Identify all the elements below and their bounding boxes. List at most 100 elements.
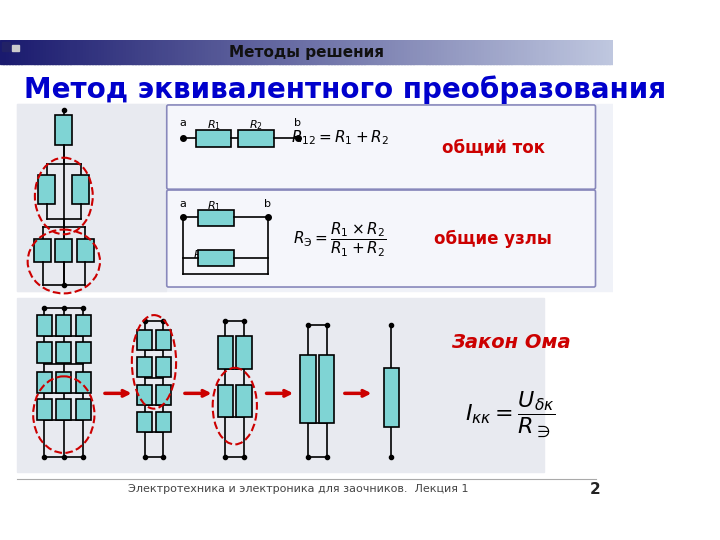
Text: $R_2$: $R_2$ bbox=[193, 248, 207, 262]
Bar bbox=[315, 40, 320, 64]
Bar bbox=[9, 40, 13, 64]
Bar bbox=[294, 40, 298, 64]
Bar bbox=[217, 336, 233, 369]
Bar bbox=[367, 40, 372, 64]
Bar bbox=[330, 40, 335, 64]
Bar bbox=[496, 40, 500, 64]
Bar bbox=[76, 239, 94, 262]
Bar bbox=[156, 329, 171, 350]
Bar bbox=[132, 40, 135, 64]
Bar bbox=[462, 40, 467, 64]
Bar bbox=[300, 355, 315, 423]
Bar bbox=[162, 40, 166, 64]
Bar bbox=[236, 40, 240, 64]
Bar bbox=[545, 40, 549, 64]
Bar bbox=[597, 40, 601, 64]
Bar bbox=[174, 40, 179, 64]
Bar bbox=[579, 40, 582, 64]
Bar bbox=[322, 40, 325, 64]
Bar bbox=[297, 40, 301, 64]
Bar bbox=[548, 40, 552, 64]
Bar bbox=[340, 40, 344, 64]
Bar bbox=[554, 40, 558, 64]
Bar bbox=[343, 40, 347, 64]
Bar bbox=[527, 40, 531, 64]
Bar bbox=[355, 40, 359, 64]
Bar bbox=[98, 40, 102, 64]
Bar bbox=[384, 368, 399, 427]
Text: a: a bbox=[179, 118, 186, 128]
Bar bbox=[279, 40, 283, 64]
Bar bbox=[137, 357, 152, 377]
Bar bbox=[257, 40, 261, 64]
Bar bbox=[1, 42, 10, 51]
Bar bbox=[55, 239, 72, 262]
Bar bbox=[435, 40, 438, 64]
Bar bbox=[487, 40, 491, 64]
Bar bbox=[312, 40, 316, 64]
Bar bbox=[233, 40, 237, 64]
Bar bbox=[503, 40, 506, 64]
Bar bbox=[135, 40, 139, 64]
Bar bbox=[386, 40, 390, 64]
Bar bbox=[288, 40, 292, 64]
Bar bbox=[603, 40, 607, 64]
Bar bbox=[318, 40, 323, 64]
Bar bbox=[364, 40, 369, 64]
Bar bbox=[56, 372, 71, 393]
Bar bbox=[454, 40, 457, 64]
Bar bbox=[245, 40, 249, 64]
Bar bbox=[129, 40, 132, 64]
Bar bbox=[383, 40, 387, 64]
FancyBboxPatch shape bbox=[167, 190, 595, 287]
Bar bbox=[83, 40, 86, 64]
Text: $R_2$: $R_2$ bbox=[249, 118, 263, 132]
Bar bbox=[86, 40, 90, 64]
Bar bbox=[530, 40, 534, 64]
Bar bbox=[24, 40, 28, 64]
Bar bbox=[208, 40, 212, 64]
Bar bbox=[178, 40, 181, 64]
Bar bbox=[138, 40, 142, 64]
Bar bbox=[441, 40, 445, 64]
Bar bbox=[447, 40, 451, 64]
Bar bbox=[230, 40, 233, 64]
Bar bbox=[238, 130, 274, 147]
Bar bbox=[156, 40, 160, 64]
Bar bbox=[518, 40, 521, 64]
Bar bbox=[37, 315, 52, 335]
Bar bbox=[282, 40, 286, 64]
Text: $R_{12} = R_1 + R_2$: $R_{12} = R_1 + R_2$ bbox=[291, 129, 390, 147]
Text: b: b bbox=[264, 199, 271, 208]
Bar bbox=[76, 40, 81, 64]
Bar bbox=[55, 115, 72, 145]
Bar bbox=[576, 40, 580, 64]
Bar bbox=[567, 40, 570, 64]
Bar bbox=[408, 40, 411, 64]
Bar bbox=[273, 40, 276, 64]
Bar bbox=[15, 40, 19, 64]
Bar bbox=[144, 40, 148, 64]
Bar bbox=[190, 40, 194, 64]
Bar bbox=[269, 40, 274, 64]
Bar bbox=[557, 40, 562, 64]
Text: общие узлы: общие узлы bbox=[434, 230, 552, 248]
Bar bbox=[533, 40, 537, 64]
Bar bbox=[389, 40, 393, 64]
Bar bbox=[361, 40, 365, 64]
Bar bbox=[481, 40, 485, 64]
Bar bbox=[22, 40, 25, 64]
Bar bbox=[198, 211, 234, 226]
Bar bbox=[285, 40, 289, 64]
Bar bbox=[319, 355, 334, 423]
Bar bbox=[564, 40, 567, 64]
Bar bbox=[196, 40, 200, 64]
Text: $R_{\mathsf{Э}} = \dfrac{R_1 \times R_2}{R_1 + R_2}$: $R_{\mathsf{Э}} = \dfrac{R_1 \times R_2}… bbox=[294, 221, 387, 259]
Bar bbox=[40, 40, 44, 64]
Bar bbox=[539, 40, 543, 64]
Bar bbox=[484, 40, 488, 64]
Bar bbox=[359, 40, 362, 64]
Bar bbox=[300, 40, 304, 64]
Bar bbox=[472, 40, 475, 64]
Text: b: b bbox=[294, 118, 301, 128]
